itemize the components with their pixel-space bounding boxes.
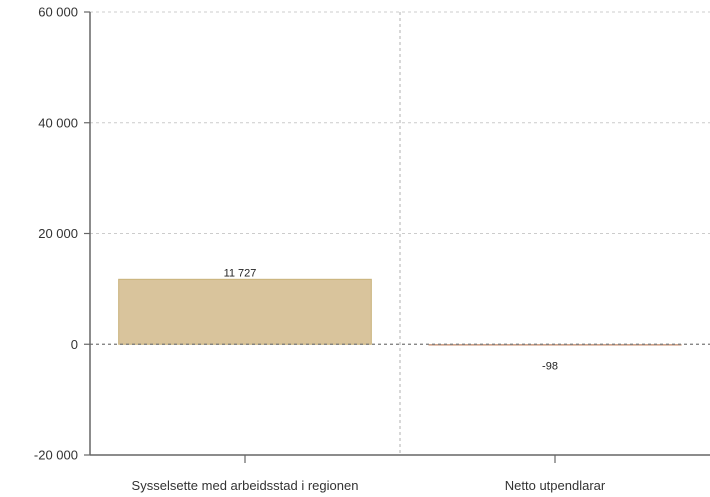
x-axis-ticks: Sysselsette med arbeidsstad i regionen Ne… [132,455,606,493]
bar-0 [118,278,372,345]
x-tick-label-1: Netto utpendlarar [505,478,606,493]
y-tick-label-3: 0 [71,337,78,352]
data-label-0: 11 727 [224,267,257,279]
y-axis-ticks: 60 000 40 000 20 000 0 -20 000 [34,5,90,463]
data-labels: 11 727 -98 [224,267,558,372]
grid-lines [90,11,710,456]
x-tick-label-0: Sysselsette med arbeidsstad i regionen [132,478,359,493]
bars [118,278,682,346]
y-tick-label-4: -20 000 [34,448,78,463]
y-tick-label-1: 40 000 [38,115,78,130]
y-tick-label-0: 60 000 [38,5,78,20]
y-tick-label-2: 20 000 [38,226,78,241]
data-label-1: -98 [542,360,558,372]
